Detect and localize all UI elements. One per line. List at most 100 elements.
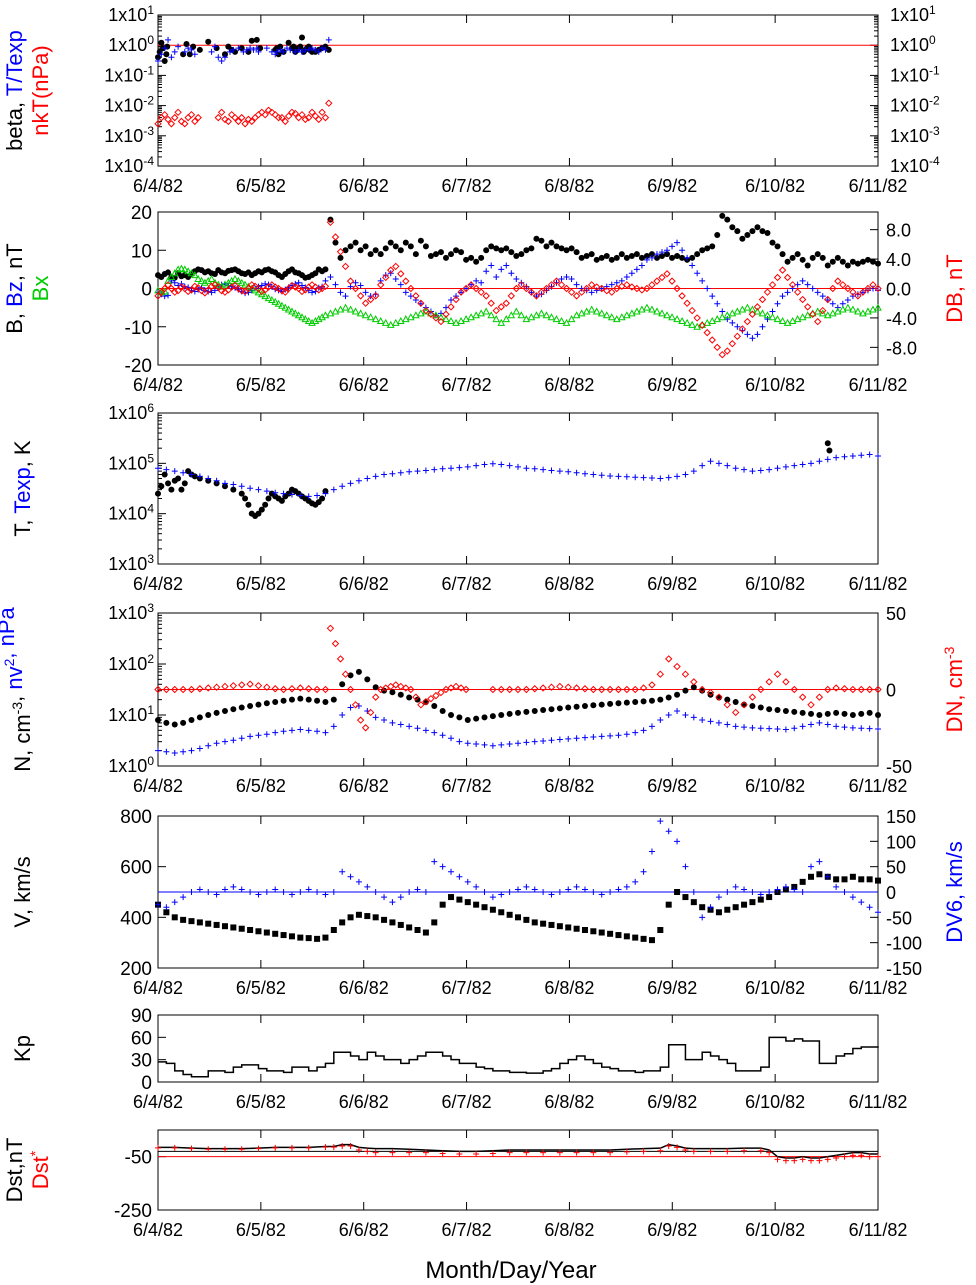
y-tick-label: 60 [131,1028,152,1049]
data-point [313,685,321,694]
data-point [457,288,465,296]
data-point [766,706,773,713]
data-point [704,285,711,292]
y-tick-label-right: 100 [886,832,916,852]
data-point [588,251,595,258]
data-point [552,277,561,285]
data-point [724,1148,731,1155]
data-point [844,262,851,269]
data-point [808,710,815,717]
data-point [414,886,421,893]
data-point [740,701,748,709]
data-point [325,46,332,53]
data-point [841,724,848,731]
data-point [719,212,726,219]
data-point [477,288,485,296]
data-point [482,292,490,300]
data-point [732,904,739,911]
data-point [309,45,316,52]
data-point [631,685,639,694]
data-point [402,289,409,296]
x-tick-label: 6/4/82 [133,776,183,796]
data-point [181,120,189,128]
data-point [304,685,313,693]
data-point [488,243,495,250]
data-point [744,231,751,238]
data-point [858,725,865,732]
data-point [623,254,630,261]
data-point [221,707,228,714]
data-point [819,293,826,300]
data-point [565,735,572,742]
data-point [319,495,326,502]
data-point [766,725,773,732]
data-point [272,489,279,496]
data-point [417,309,425,317]
y-axis-label-secondary: Dst* [27,1150,53,1189]
data-point [298,287,306,296]
data-point [638,254,645,261]
data-point [397,691,404,698]
y-tick-label: 1x10-1 [104,63,154,85]
data-point [346,277,355,285]
data-point [803,303,812,311]
y-tick-label-right: -4.0 [886,309,917,329]
data-point [583,252,590,259]
data-point [688,320,696,328]
data-point [483,268,490,275]
data-point [674,252,681,259]
y-tick-label: 1x104 [108,502,154,524]
data-point [679,247,686,254]
series-0 [155,871,881,944]
data-point [607,889,614,895]
data-point [673,662,681,671]
data-point [181,480,188,487]
data-point [238,925,245,932]
data-point [758,295,767,304]
data-point [362,289,369,296]
data-point [406,468,413,475]
data-point [657,475,664,482]
data-point [481,904,488,911]
data-point [658,273,666,282]
data-point [706,688,715,697]
data-point [437,313,445,321]
x-tick-label: 6/5/82 [236,375,286,395]
data-point [263,889,270,895]
data-point [623,883,630,890]
data-point [729,319,736,326]
data-point [513,275,520,282]
data-point [528,289,535,296]
data-point [673,315,681,323]
data-point [664,247,671,254]
data-point [807,701,815,709]
data-point [284,305,293,313]
data-point [557,316,566,325]
data-point [356,292,365,300]
data-point [280,697,287,704]
data-point [473,883,480,890]
data-point [844,303,852,311]
data-point [769,239,776,246]
data-point [607,313,616,321]
data-point [431,858,438,865]
data-point [389,719,396,726]
data-point [230,706,237,713]
data-point [581,886,588,893]
data-point [715,894,722,901]
data-point [632,474,639,481]
data-point [288,933,295,940]
data-point [205,742,212,749]
data-point [341,303,350,311]
data-point [849,288,857,296]
x-tick-label: 6/10/82 [745,375,805,395]
y-tick-label: 10 [131,241,152,262]
data-point [255,732,262,739]
x-tick-label: 6/11/82 [849,176,908,196]
data-point [859,258,866,265]
data-point [718,350,726,359]
data-point [598,284,606,293]
data-point [632,878,639,885]
data-point [653,251,660,258]
x-tick-label: 6/6/82 [339,1220,389,1240]
